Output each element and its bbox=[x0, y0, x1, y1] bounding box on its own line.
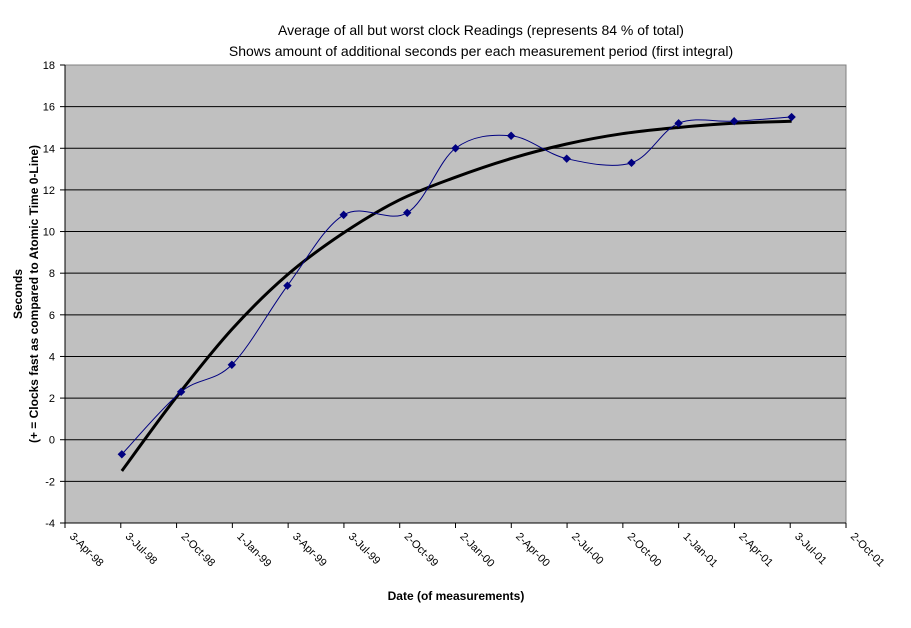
chart-title: Average of all but worst clock Readings … bbox=[278, 22, 684, 38]
x-tick-label: 2-Oct-99 bbox=[402, 531, 441, 570]
y-tick-label: 0 bbox=[49, 435, 55, 447]
trendline bbox=[120, 119, 792, 472]
y-axis-title: Seconds bbox=[11, 269, 25, 319]
y-tick-label: 10 bbox=[43, 227, 55, 239]
x-tick-label: 2-Jul-00 bbox=[569, 531, 606, 568]
data-point bbox=[403, 208, 412, 218]
data-point bbox=[283, 281, 292, 290]
x-tick-label: 2-Oct-01 bbox=[848, 531, 887, 570]
data-point bbox=[674, 119, 683, 128]
data-point bbox=[339, 210, 348, 220]
chart-subtitle: Shows amount of additional seconds per e… bbox=[229, 43, 733, 59]
data-point bbox=[176, 387, 186, 397]
y-tick-label: 16 bbox=[43, 102, 55, 114]
plot-area bbox=[64, 64, 847, 524]
x-tick-label: 2-Apr-00 bbox=[513, 531, 552, 570]
y-tick-label: 8 bbox=[49, 268, 55, 280]
x-tick-label: 2-Apr-01 bbox=[736, 531, 775, 570]
data-point bbox=[451, 144, 460, 153]
y-tick-label: 14 bbox=[43, 143, 55, 155]
x-tick-label: 2-Oct-98 bbox=[178, 531, 217, 570]
data-point bbox=[506, 131, 516, 140]
data-point bbox=[627, 158, 636, 168]
x-tick-label: 2-Oct-00 bbox=[625, 531, 664, 570]
y-tick-label: 2 bbox=[49, 393, 55, 405]
data-point bbox=[227, 360, 237, 369]
y-tick-label: 12 bbox=[43, 185, 55, 197]
x-tick-label: 2-Jan-00 bbox=[457, 531, 496, 570]
y-axis-title-note: (+ = Clocks fast as compared to Atomic T… bbox=[27, 145, 41, 443]
x-tick-label: 3-Jul-99 bbox=[346, 531, 383, 568]
x-tick-label: 1-Jan-99 bbox=[234, 531, 273, 570]
y-tick-label: 18 bbox=[43, 60, 55, 72]
y-tick-label: 6 bbox=[49, 310, 55, 322]
y-tick-label: -4 bbox=[45, 518, 55, 530]
x-axis-title: Date (of measurements) bbox=[388, 589, 525, 603]
data-point bbox=[787, 112, 796, 122]
data-point bbox=[729, 117, 739, 126]
data-point bbox=[117, 450, 127, 459]
x-tick-label: 1-Jan-01 bbox=[681, 531, 720, 570]
y-tick-label: 4 bbox=[49, 351, 55, 363]
y-tick-label: -2 bbox=[45, 476, 55, 488]
x-tick-label: 3-Jul-98 bbox=[123, 531, 160, 568]
x-tick-label: 3-Jul-01 bbox=[792, 531, 829, 568]
x-tick-label: 3-Apr-99 bbox=[290, 531, 329, 570]
data-point bbox=[562, 154, 571, 163]
x-tick-label: 3-Apr-98 bbox=[67, 531, 106, 570]
